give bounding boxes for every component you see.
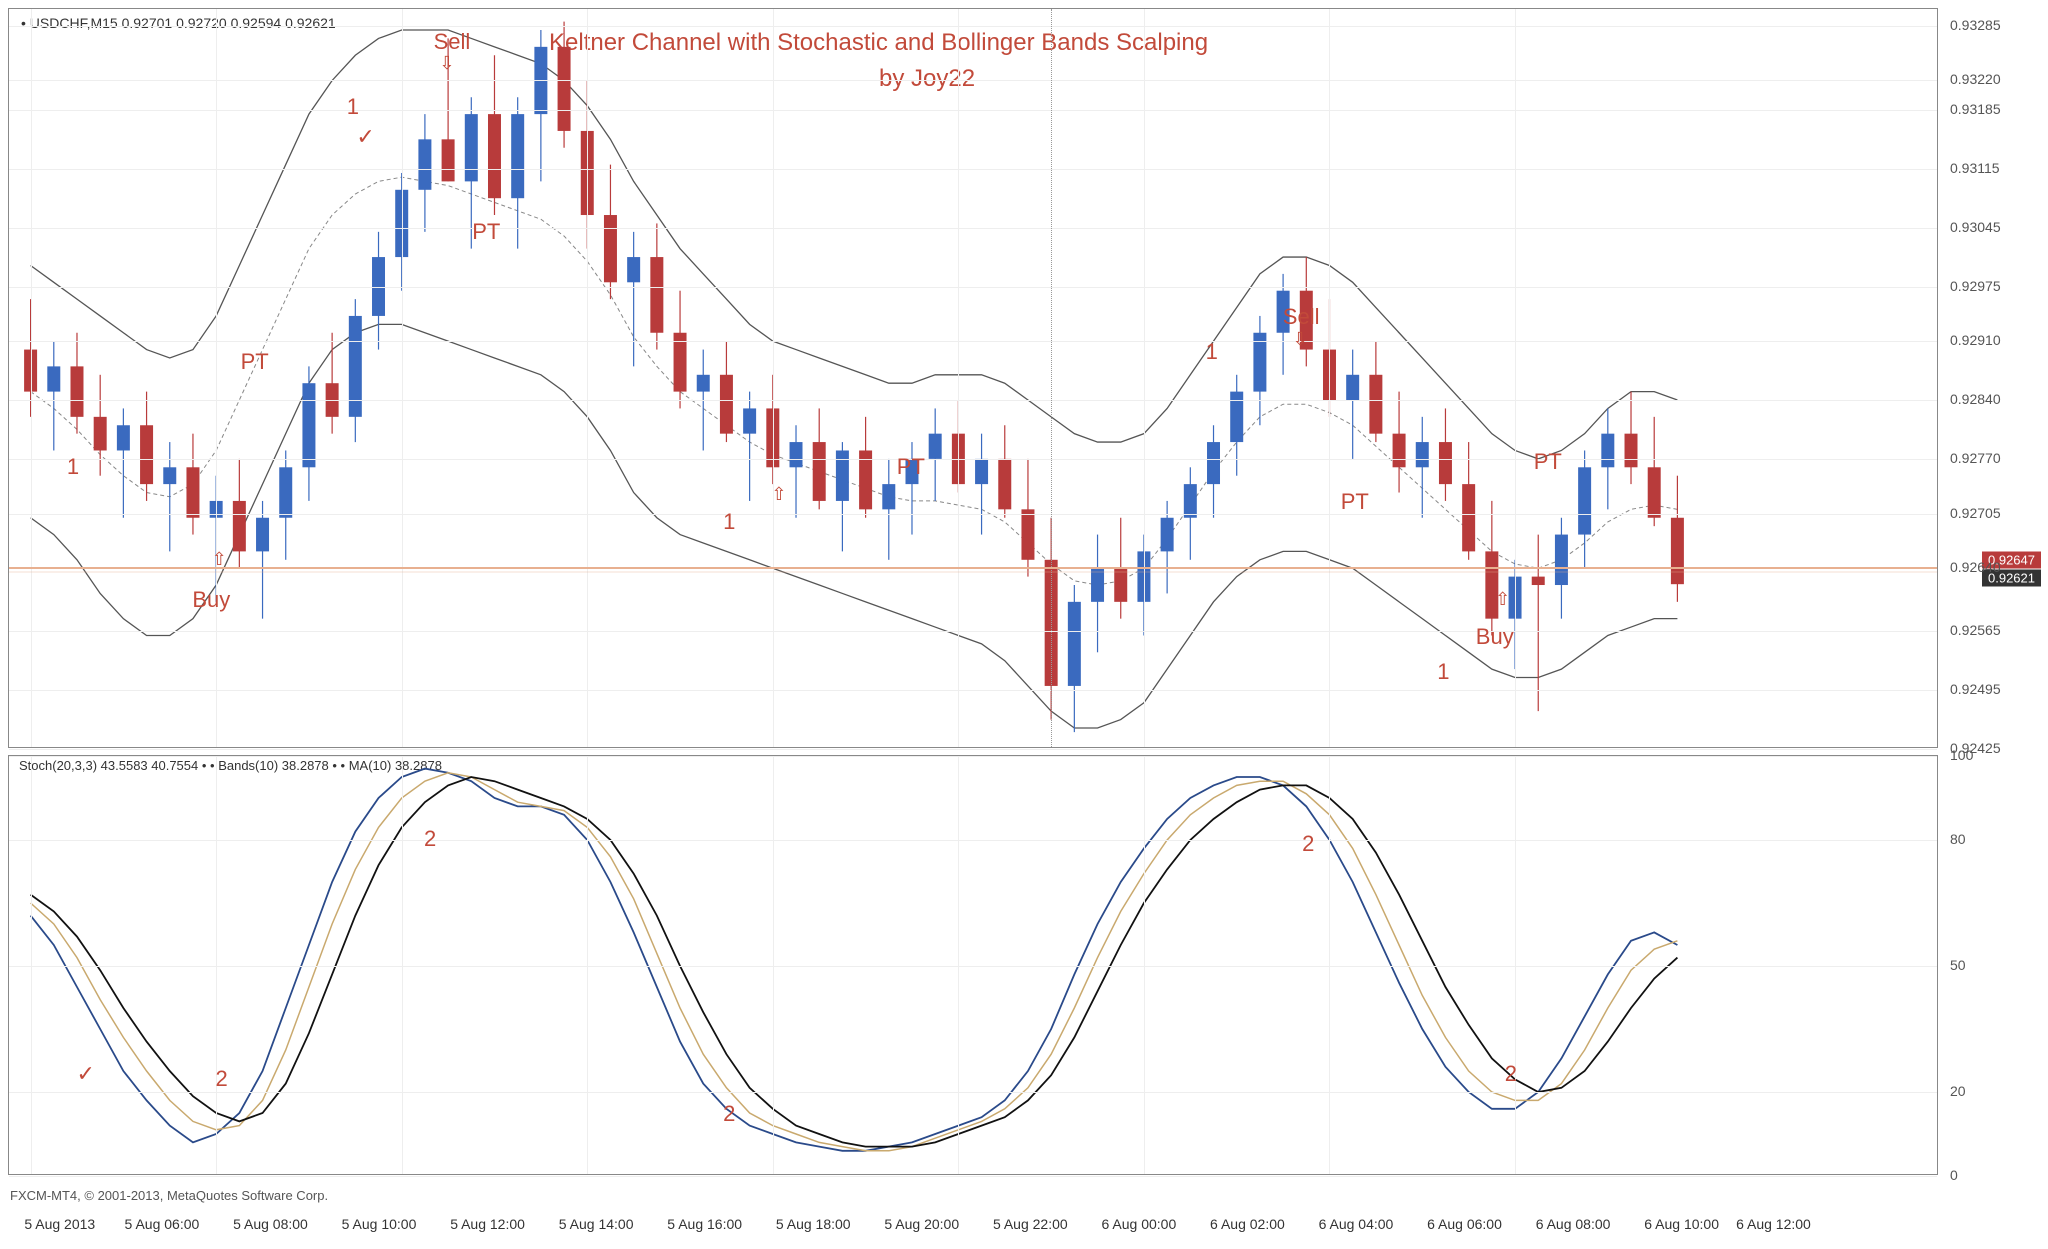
chart-annotation: ⇩ bbox=[1292, 329, 1307, 350]
x-tick: 6 Aug 02:00 bbox=[1210, 1216, 1285, 1232]
x-tick: 5 Aug 08:00 bbox=[233, 1216, 308, 1232]
chart-annotation: Buy bbox=[192, 587, 230, 613]
x-tick: 6 Aug 08:00 bbox=[1536, 1216, 1611, 1232]
chart-annotation: PT bbox=[472, 219, 500, 245]
chart-annotation: 1 bbox=[723, 509, 735, 535]
x-tick: 5 Aug 06:00 bbox=[125, 1216, 200, 1232]
chart-annotation: ⇧ bbox=[771, 484, 786, 505]
chart-annotation: Buy bbox=[1476, 624, 1514, 650]
x-tick: 5 Aug 20:00 bbox=[884, 1216, 959, 1232]
y-tick-sub: 80 bbox=[1950, 831, 1966, 847]
chart-annotation: ✓ bbox=[77, 1061, 95, 1087]
y-tick-main: 0.93185 bbox=[1950, 101, 2001, 117]
chart-annotation: 1 bbox=[347, 94, 359, 120]
y-tick-main: 0.93045 bbox=[1950, 219, 2001, 235]
y-tick-sub: 100 bbox=[1950, 747, 1973, 763]
y-tick-main: 0.92495 bbox=[1950, 681, 2001, 697]
time-x-axis: 5 Aug 2013 5 Aug 06:00 5 Aug 08:00 5 Aug 10… bbox=[8, 1212, 1938, 1242]
x-tick: 5 Aug 12:00 bbox=[450, 1216, 525, 1232]
x-tick: 6 Aug 04:00 bbox=[1319, 1216, 1394, 1232]
y-tick-main: 0.92565 bbox=[1950, 622, 2001, 638]
x-tick: 6 Aug 10:00 bbox=[1644, 1216, 1719, 1232]
x-tick: 5 Aug 14:00 bbox=[559, 1216, 634, 1232]
x-tick: 5 Aug 22:00 bbox=[993, 1216, 1068, 1232]
x-tick: 6 Aug 12:00 bbox=[1736, 1216, 1811, 1232]
chart-annotation: 2 bbox=[1505, 1061, 1517, 1087]
x-tick: 6 Aug 06:00 bbox=[1427, 1216, 1502, 1232]
y-tick-main: 0.93115 bbox=[1950, 160, 2000, 176]
y-tick-main: 0.93220 bbox=[1950, 71, 2001, 87]
chart-annotation: ⇧ bbox=[1495, 589, 1510, 610]
chart-annotation: PT bbox=[241, 349, 269, 375]
x-tick: 5 Aug 18:00 bbox=[776, 1216, 851, 1232]
chart-annotation: 2 bbox=[424, 826, 436, 852]
chart-annotation: 1 bbox=[67, 454, 79, 480]
y-tick-main: 0.93285 bbox=[1950, 17, 2001, 33]
chart-annotation: Sell bbox=[434, 29, 471, 55]
sub-y-axis: 1008050200 bbox=[1942, 755, 2042, 1175]
y-tick-main: 0.92975 bbox=[1950, 278, 2001, 294]
chart-annotation: 1 bbox=[1437, 659, 1449, 685]
y-tick-main: 0.92840 bbox=[1950, 391, 2001, 407]
chart-annotation: 2 bbox=[216, 1066, 228, 1092]
y-tick-main: 0.92705 bbox=[1950, 505, 2001, 521]
main-price-panel[interactable]: • USDCHF,M15 0.92701 0.92720 0.92594 0.9… bbox=[8, 8, 1938, 748]
chart-annotation: 2 bbox=[723, 1101, 735, 1127]
chart-annotation: PT bbox=[897, 454, 925, 480]
y-tick-main: 0.92640 bbox=[1950, 559, 2001, 575]
chart-annotation: 2 bbox=[1302, 831, 1314, 857]
y-tick-sub: 0 bbox=[1950, 1167, 1958, 1183]
x-tick: 5 Aug 10:00 bbox=[342, 1216, 417, 1232]
y-tick-sub: 20 bbox=[1950, 1083, 1966, 1099]
chart-annotation: 1 bbox=[1206, 339, 1218, 365]
stochastic-panel[interactable]: Stoch(20,3,3) 43.5583 40.7554 • • Bands(… bbox=[8, 755, 1938, 1175]
x-tick: 6 Aug 00:00 bbox=[1102, 1216, 1177, 1232]
main-y-axis: 0.93285 0.93220 0.93185 0.93115 0.93045 0.929… bbox=[1942, 8, 2042, 748]
current-price-line bbox=[9, 567, 1937, 569]
chart-annotation: ⇩ bbox=[439, 53, 454, 74]
y-tick-sub: 50 bbox=[1950, 957, 1966, 973]
chart-annotation: ✓ bbox=[356, 124, 374, 150]
chart-annotation: Sell bbox=[1283, 304, 1320, 330]
chart-annotation: PT bbox=[1341, 489, 1369, 515]
chart-container: • USDCHF,M15 0.92701 0.92720 0.92594 0.9… bbox=[0, 0, 2048, 1249]
y-tick-main: 0.92770 bbox=[1950, 450, 2001, 466]
main-chart-svg bbox=[9, 9, 1939, 749]
x-tick: 5 Aug 16:00 bbox=[667, 1216, 742, 1232]
y-tick-main: 0.92910 bbox=[1950, 332, 2001, 348]
x-tick: 5 Aug 2013 bbox=[24, 1216, 95, 1232]
chart-annotation: PT bbox=[1534, 449, 1562, 475]
copyright-label: FXCM-MT4, © 2001-2013, MetaQuotes Softwa… bbox=[10, 1188, 328, 1203]
